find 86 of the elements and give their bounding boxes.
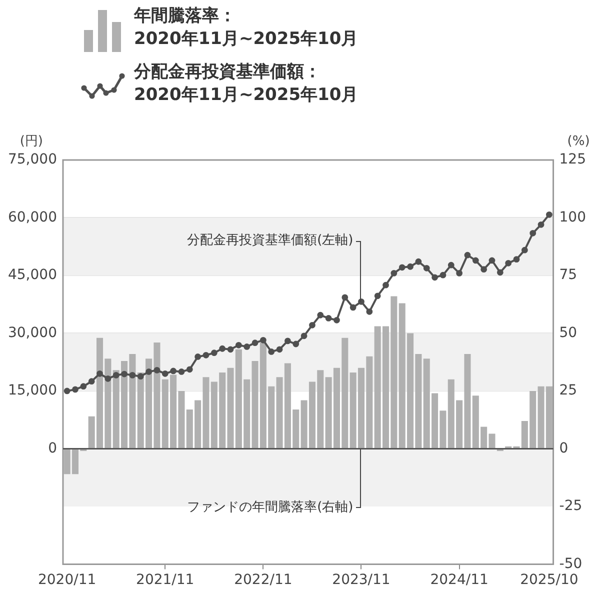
- point: [382, 282, 389, 288]
- y-tick-label: 15,000: [8, 382, 57, 399]
- point: [464, 252, 471, 258]
- point: [146, 368, 152, 375]
- point: [374, 292, 381, 300]
- point: [325, 315, 332, 322]
- point: [252, 340, 258, 346]
- point: [350, 304, 356, 311]
- point: [300, 332, 308, 340]
- y-tick-label: 0: [48, 440, 57, 456]
- point: [488, 257, 496, 264]
- y-axis-title: (円): [20, 134, 43, 149]
- x-tick-label: 2022/11: [234, 572, 292, 588]
- point: [472, 257, 479, 264]
- x-tick-label: 2021/11: [136, 572, 194, 588]
- x-tick-label: 2024/11: [430, 572, 488, 588]
- point: [448, 262, 454, 268]
- point: [538, 221, 544, 228]
- point: [546, 211, 552, 218]
- y-tick-label: 60,000: [8, 209, 57, 226]
- y2-axis-title: (%): [567, 134, 590, 149]
- annotation: 分配金再投資基準価額(左軸): [187, 233, 354, 248]
- y-tick-label: 75,000: [8, 152, 57, 168]
- legend-label: 分配金再投資基準価額： 2020年11月~2025年10月: [134, 61, 358, 107]
- point: [96, 370, 103, 377]
- point: [456, 270, 463, 276]
- point: [80, 383, 87, 390]
- y2-tick-label: 125: [559, 152, 586, 168]
- point: [227, 346, 234, 353]
- point: [398, 264, 406, 271]
- point: [480, 266, 488, 273]
- point: [513, 256, 520, 263]
- y2-tick-label: -25: [559, 498, 582, 514]
- point: [72, 386, 78, 393]
- point: [268, 348, 275, 355]
- point: [244, 344, 250, 350]
- y-tick-label: 45,000: [8, 267, 57, 284]
- legend-label: 年間騰落率： 2020年11月~2025年10月: [134, 5, 358, 51]
- point: [317, 312, 324, 318]
- point: [202, 352, 210, 358]
- point: [64, 388, 70, 394]
- x-tick-label: 2025/10: [520, 572, 578, 588]
- point: [530, 230, 536, 236]
- point: [358, 298, 364, 305]
- point: [432, 274, 438, 281]
- point: [342, 294, 348, 301]
- point: [194, 354, 202, 360]
- point: [521, 246, 528, 254]
- point: [104, 375, 112, 382]
- point: [88, 378, 95, 385]
- point: [112, 372, 120, 378]
- point: [235, 342, 242, 348]
- annotation: ファンドの年間騰落率(右軸): [187, 498, 354, 515]
- point: [390, 270, 398, 276]
- y-tick-label: 30,000: [8, 324, 57, 341]
- point: [121, 370, 128, 378]
- y2-tick-label: 25: [559, 382, 578, 399]
- point: [423, 264, 430, 272]
- point: [210, 350, 218, 356]
- point: [309, 322, 316, 328]
- y2-tick-label: 0: [559, 440, 568, 456]
- point: [162, 370, 168, 377]
- y2-tick-label: 100: [559, 209, 586, 226]
- x-tick-label: 2023/11: [332, 572, 390, 588]
- point: [292, 340, 300, 348]
- y2-tick-label: -50: [559, 556, 582, 572]
- point: [415, 258, 422, 265]
- point: [496, 269, 504, 276]
- point: [154, 366, 160, 374]
- point: [137, 373, 144, 380]
- point: [186, 366, 193, 373]
- y2-tick-label: 75: [559, 267, 578, 284]
- point: [260, 336, 266, 344]
- point: [366, 308, 373, 315]
- x-tick-label: 2020/11: [38, 572, 96, 588]
- point: [407, 263, 414, 270]
- point: [178, 368, 185, 375]
- point: [170, 368, 176, 374]
- point: [129, 372, 136, 378]
- point: [219, 345, 226, 352]
- point: [276, 346, 283, 353]
- y2-tick-label: 50: [559, 324, 578, 341]
- point: [440, 272, 446, 278]
- point: [334, 316, 340, 324]
- point: [505, 260, 512, 266]
- point: [284, 338, 291, 344]
